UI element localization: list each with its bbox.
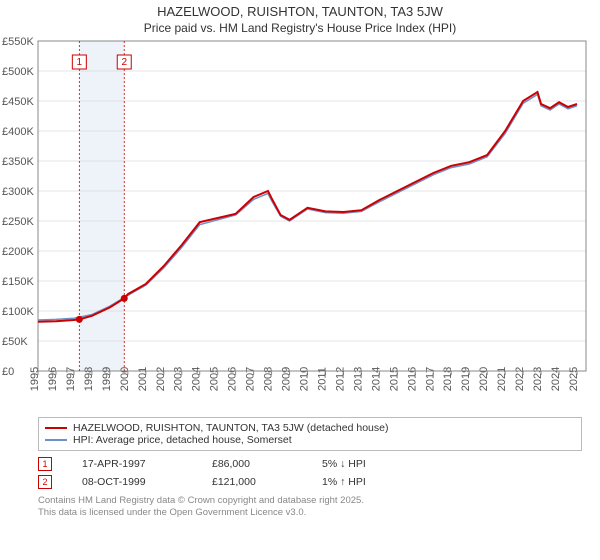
legend-item: HPI: Average price, detached house, Some… [45, 434, 575, 446]
svg-text:2003: 2003 [173, 367, 185, 391]
transaction-row: 1 17-APR-1997 £86,000 5% ↓ HPI [38, 457, 582, 471]
svg-text:£50K: £50K [2, 336, 28, 348]
title-sub: Price paid vs. HM Land Registry's House … [0, 21, 600, 35]
line-chart-svg: £0 £50K £100K £150K £200K £250K £300K £350K £400… [0, 35, 600, 415]
svg-text:1995: 1995 [29, 367, 41, 391]
svg-text:1997: 1997 [65, 367, 77, 391]
svg-text:2005: 2005 [209, 367, 221, 391]
legend-swatch [45, 439, 67, 441]
svg-text:2010: 2010 [299, 367, 311, 391]
svg-text:2: 2 [121, 57, 127, 68]
svg-text:2000: 2000 [119, 367, 131, 391]
svg-text:1999: 1999 [101, 367, 113, 391]
svg-text:2012: 2012 [334, 367, 346, 391]
svg-text:2020: 2020 [478, 367, 490, 391]
svg-text:2008: 2008 [263, 367, 275, 391]
legend-item: HAZELWOOD, RUISHTON, TAUNTON, TA3 5JW (d… [45, 422, 575, 434]
svg-text:£550K: £550K [2, 36, 34, 48]
transaction-pct: 1% ↑ HPI [322, 476, 366, 488]
footer-line-1: Contains HM Land Registry data © Crown c… [38, 495, 582, 507]
transaction-price: £86,000 [212, 458, 292, 470]
svg-text:£100K: £100K [2, 306, 34, 318]
svg-text:2025: 2025 [568, 367, 580, 391]
legend: HAZELWOOD, RUISHTON, TAUNTON, TA3 5JW (d… [38, 417, 582, 451]
svg-text:2018: 2018 [442, 367, 454, 391]
svg-text:2009: 2009 [281, 367, 293, 391]
svg-text:2021: 2021 [496, 367, 508, 391]
footer-line-2: This data is licensed under the Open Gov… [38, 507, 582, 519]
svg-text:2007: 2007 [245, 367, 257, 391]
svg-text:2019: 2019 [460, 367, 472, 391]
svg-text:£450K: £450K [2, 96, 34, 108]
transaction-price: £121,000 [212, 476, 292, 488]
chart-area: £0 £50K £100K £150K £200K £250K £300K £350K £400… [0, 35, 600, 415]
svg-text:£200K: £200K [2, 246, 34, 258]
footer-note: Contains HM Land Registry data © Crown c… [38, 495, 582, 520]
svg-text:2017: 2017 [424, 367, 436, 391]
transaction-badge: 1 [38, 457, 52, 471]
svg-text:2015: 2015 [388, 367, 400, 391]
legend-label: HPI: Average price, detached house, Some… [73, 434, 292, 446]
svg-text:2004: 2004 [191, 367, 203, 391]
svg-text:£250K: £250K [2, 216, 34, 228]
transaction-badge: 2 [38, 475, 52, 489]
svg-text:2022: 2022 [514, 367, 526, 391]
svg-text:2024: 2024 [550, 367, 562, 391]
svg-text:£400K: £400K [2, 126, 34, 138]
svg-text:2001: 2001 [137, 367, 149, 391]
svg-text:2014: 2014 [370, 367, 382, 391]
legend-swatch [45, 427, 67, 429]
title-main: HAZELWOOD, RUISHTON, TAUNTON, TA3 5JW [0, 4, 600, 19]
svg-text:2013: 2013 [352, 367, 364, 391]
svg-text:£350K: £350K [2, 156, 34, 168]
svg-text:2023: 2023 [532, 367, 544, 391]
svg-text:£150K: £150K [2, 276, 34, 288]
chart-titles: HAZELWOOD, RUISHTON, TAUNTON, TA3 5JW Pr… [0, 0, 600, 35]
svg-text:1998: 1998 [83, 367, 95, 391]
svg-text:2016: 2016 [406, 367, 418, 391]
svg-text:1996: 1996 [47, 367, 59, 391]
svg-text:£0: £0 [2, 366, 14, 378]
svg-text:2002: 2002 [155, 367, 167, 391]
transaction-table: 1 17-APR-1997 £86,000 5% ↓ HPI 2 08-OCT-1999 £… [38, 457, 582, 489]
svg-text:2006: 2006 [227, 367, 239, 391]
legend-label: HAZELWOOD, RUISHTON, TAUNTON, TA3 5JW (d… [73, 422, 388, 434]
transaction-date: 17-APR-1997 [82, 458, 182, 470]
svg-text:£300K: £300K [2, 186, 34, 198]
svg-text:1: 1 [77, 57, 83, 68]
transaction-pct: 5% ↓ HPI [322, 458, 366, 470]
svg-text:£500K: £500K [2, 66, 34, 78]
transaction-date: 08-OCT-1999 [82, 476, 182, 488]
transaction-row: 2 08-OCT-1999 £121,000 1% ↑ HPI [38, 475, 582, 489]
